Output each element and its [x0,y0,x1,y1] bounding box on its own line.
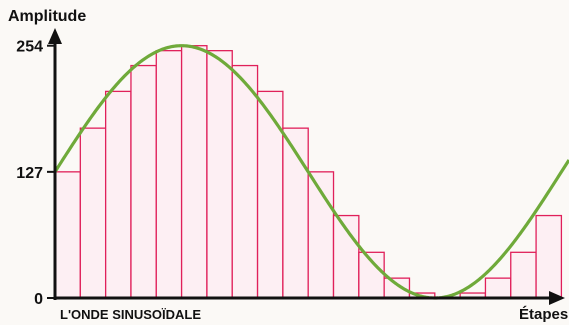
y-axis-arrow-icon [48,28,62,44]
y-tick-label: 254 [16,39,43,56]
step-bar [535,214,563,299]
y-tick-label: 127 [16,165,43,182]
step-bars-layer [54,45,563,300]
y-axis-label: Amplitude [8,8,86,25]
step-bar [484,277,512,299]
y-ticks-layer: 0 127 254 [16,39,55,308]
step-bar [180,45,208,299]
chart-caption: L'ONDE SINUSOÏDALE [60,307,201,322]
step-bar [510,251,537,299]
step-bar [54,171,81,299]
axes-layer [48,28,565,305]
x-axis-label: Étapes [519,306,568,323]
sine-curve-layer [53,44,569,300]
step-bar [206,50,233,299]
step-bar [130,64,157,299]
step-bar [155,50,183,299]
step-bar [79,127,107,299]
sine-curve [53,44,569,300]
x-axis-arrow-icon [549,291,565,305]
step-bar [104,90,132,299]
step-bar [256,90,284,299]
y-tick-label: 0 [34,291,43,308]
step-bar [282,127,309,299]
step-bar [231,64,259,299]
